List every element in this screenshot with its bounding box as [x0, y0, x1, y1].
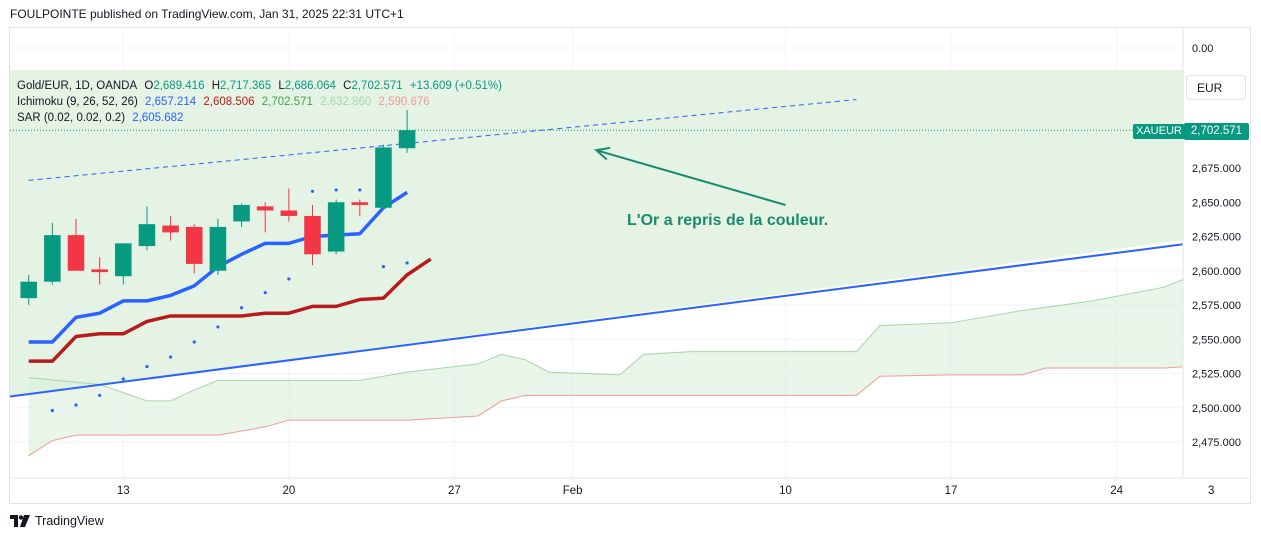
ichimoku-span-a-line — [28, 278, 1183, 402]
y-tick-label: 2,550.000 — [1192, 334, 1241, 346]
x-tick-label: 13 — [117, 485, 130, 497]
y-tick-label: 2,600.000 — [1192, 266, 1241, 278]
legend-low: L2,686.064 — [278, 80, 336, 92]
ichimoku-base-value: 2,608.506 — [203, 96, 255, 108]
x-tick-label: 17 — [945, 485, 958, 497]
legend-ichimoku: Ichimoku (9, 26, 52, 26) 2,657.214 2,608… — [17, 96, 434, 108]
support-trend-line — [10, 243, 1183, 398]
candle-body — [375, 147, 392, 208]
sar-dot — [405, 261, 409, 265]
candle-body — [138, 224, 156, 247]
candle-body — [327, 202, 345, 252]
x-tick-label: 24 — [1110, 485, 1123, 497]
currency-selector[interactable]: EUR — [1186, 75, 1246, 100]
sar-dot — [216, 325, 220, 329]
x-tick-label: Feb — [563, 485, 583, 497]
y-tick-label: 2,475.000 — [1192, 437, 1241, 449]
legend-ohlc: Gold/EUR, 1D, OANDA O2,689.416 H2,717.36… — [17, 80, 506, 92]
sar-dot — [263, 291, 267, 295]
sar-dot — [169, 355, 173, 359]
ichimoku-cloud — [28, 279, 1183, 456]
footer-brand: TradingView — [35, 514, 104, 528]
candle-body — [280, 210, 298, 216]
legend-close: C2,702.571 — [343, 80, 403, 92]
candle-body — [351, 202, 369, 205]
legend-high: H2,717.365 — [211, 80, 272, 92]
legend-symbol[interactable]: Gold/EUR, 1D, OANDA — [17, 80, 138, 92]
sar-dot — [98, 393, 102, 398]
sar-dot — [310, 189, 315, 193]
ichimoku-span-b-line — [28, 366, 1183, 457]
sar-dot — [50, 408, 54, 413]
ichimoku-span-a-value: 2,632.860 — [320, 96, 372, 108]
ichimoku-conversion-value: 2,657.214 — [145, 96, 197, 108]
channel-trend-line — [28, 99, 857, 181]
annotation-arrow — [596, 149, 786, 206]
candle-body — [398, 130, 416, 149]
sar-dot — [287, 277, 291, 281]
sar-value: 2,605.682 — [132, 112, 184, 124]
candle-body — [115, 243, 132, 277]
publisher-header: FOULPOINTE published on TradingView.com,… — [10, 7, 404, 21]
sar-dot — [381, 265, 386, 269]
x-tick-label: 20 — [282, 485, 295, 497]
x-tick-label: 10 — [779, 485, 792, 497]
y-tick-label: 2,500.000 — [1192, 403, 1241, 415]
sar-dot — [145, 365, 149, 369]
sar-dot — [358, 188, 362, 192]
candle-body — [20, 281, 37, 299]
annotation-text[interactable]: L'Or a repris de la couleur. — [627, 212, 829, 229]
y-tick-label: 2,575.000 — [1192, 300, 1241, 312]
symbol-tag: XAUEUR — [1133, 124, 1185, 139]
candle-body — [91, 269, 108, 273]
last-price-tag: 2,702.571 — [1184, 123, 1249, 140]
candle-body — [44, 235, 61, 282]
sar-dot — [74, 403, 78, 407]
y-tick-label: 2,525.000 — [1192, 369, 1241, 381]
sar-dot — [121, 377, 125, 381]
sar-dot — [239, 306, 244, 310]
sar-dot — [334, 188, 338, 192]
chart-frame — [9, 27, 1251, 504]
tradingview-logo-icon — [10, 515, 30, 527]
ichimoku-span-b-value: 2,590.676 — [378, 96, 430, 108]
y-tick-label: 2,650.000 — [1192, 197, 1241, 209]
x-tick-label: 27 — [448, 485, 461, 497]
x-tick-label: 3 — [1208, 485, 1214, 497]
footer: TradingView — [10, 514, 104, 528]
candle-body — [209, 226, 227, 271]
candle-body — [304, 215, 321, 255]
sar-dot — [192, 340, 196, 344]
y-tick-label: 0.00 — [1192, 43, 1213, 55]
sar-label[interactable]: SAR (0.02, 0.02, 0.2) — [17, 112, 126, 124]
candle-body — [185, 226, 203, 264]
y-tick-label: 2,625.000 — [1192, 232, 1241, 244]
ichimoku-lagging-value: 2,702.571 — [261, 96, 313, 108]
channel-shading — [10, 70, 1183, 397]
candle-body — [233, 204, 250, 222]
y-tick-label: 2,675.000 — [1192, 163, 1241, 175]
candle-body — [67, 235, 85, 271]
legend-change: +13.609 (+0.51%) — [409, 80, 502, 92]
candle-body — [162, 225, 179, 233]
ichimoku-base-line — [28, 257, 432, 363]
ichimoku-label[interactable]: Ichimoku (9, 26, 52, 26) — [17, 96, 138, 108]
legend-sar: SAR (0.02, 0.02, 0.2) 2,605.682 — [17, 112, 187, 124]
annotation-arrowhead — [594, 146, 611, 161]
legend-open: O2,689.416 — [144, 80, 205, 92]
candle-body — [256, 206, 274, 211]
